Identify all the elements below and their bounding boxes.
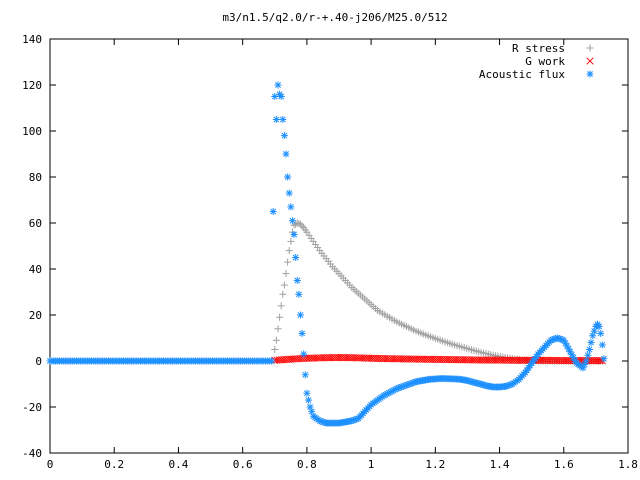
data-point xyxy=(292,254,300,261)
data-point xyxy=(279,116,287,123)
x-tick-label: 0 xyxy=(47,458,54,471)
data-point xyxy=(301,371,309,379)
y-tick-label: 140 xyxy=(22,33,42,46)
x-tick-label: 1 xyxy=(368,458,375,471)
x-tick-label: 1.6 xyxy=(554,458,574,471)
data-point xyxy=(280,281,288,289)
data-point xyxy=(295,290,303,298)
data-point xyxy=(268,357,276,365)
series-g-work xyxy=(271,353,606,365)
plot-frame xyxy=(49,38,629,454)
data-point xyxy=(282,270,290,278)
data-point xyxy=(287,203,295,211)
y-tick-label: -20 xyxy=(22,401,42,414)
data-point xyxy=(288,217,296,225)
chart-title: m3/n1.5/q2.0/r-+.40-j206/M25.0/512 xyxy=(222,11,447,24)
data-point xyxy=(600,355,608,363)
y-tick-label: 80 xyxy=(29,171,42,184)
data-point xyxy=(296,220,304,228)
data-point xyxy=(271,346,279,353)
y-tick-label: -40 xyxy=(22,447,42,460)
data-point xyxy=(300,350,308,358)
x-tick-label: 0.4 xyxy=(169,458,189,471)
legend-label: Acoustic flux xyxy=(479,68,565,81)
data-point xyxy=(296,311,304,319)
y-tick-label: 0 xyxy=(35,355,42,368)
x-tick-label: 0.2 xyxy=(104,458,124,471)
legend-label: R stress xyxy=(512,42,565,55)
data-point xyxy=(274,325,282,333)
y-tick-label: 100 xyxy=(22,125,42,138)
data-point xyxy=(274,81,282,89)
x-tick-label: 1.8 xyxy=(618,458,638,471)
data-point xyxy=(284,173,292,181)
legend-label: G work xyxy=(525,55,565,68)
data-point xyxy=(280,132,288,140)
y-axis: -40 -20 0 20 40 60 80 100 120 140 xyxy=(22,33,628,460)
data-point xyxy=(277,302,285,310)
x-tick-label: 1.4 xyxy=(490,458,510,471)
series-r-stress xyxy=(271,219,606,365)
data-point xyxy=(282,150,290,158)
series-acoustic-flux xyxy=(46,81,608,427)
data-point xyxy=(285,247,293,255)
data-point xyxy=(276,313,284,321)
data-point xyxy=(598,341,606,349)
data-point xyxy=(298,329,306,337)
data-point xyxy=(582,357,590,365)
data-point xyxy=(277,93,285,100)
data-point xyxy=(585,346,593,353)
data-point xyxy=(571,356,579,364)
y-tick-label: 120 xyxy=(22,79,42,92)
y-tick-label: 60 xyxy=(29,217,42,230)
series-layer xyxy=(46,81,608,427)
data-point xyxy=(284,258,292,266)
data-point xyxy=(587,339,595,347)
y-tick-label: 20 xyxy=(29,309,42,322)
data-point xyxy=(595,323,603,330)
data-point xyxy=(285,189,293,197)
data-point xyxy=(279,290,287,298)
data-point xyxy=(287,237,295,245)
legend-marker xyxy=(586,57,594,65)
data-point xyxy=(303,389,311,397)
data-point xyxy=(290,231,298,238)
x-axis: 0 0.2 0.4 0.6 0.8 1 1.2 1.4 1.6 1.8 xyxy=(47,39,638,471)
data-point xyxy=(269,208,277,215)
x-tick-label: 0.6 xyxy=(233,458,253,471)
data-point xyxy=(272,336,280,344)
data-point xyxy=(272,116,280,123)
data-point xyxy=(293,277,301,284)
data-point xyxy=(304,396,312,404)
legend-marker xyxy=(586,70,594,78)
x-tick-label: 1.2 xyxy=(425,458,445,471)
data-point xyxy=(597,329,605,337)
data-point xyxy=(584,351,592,359)
legend-marker xyxy=(586,44,594,52)
data-point xyxy=(298,222,306,230)
x-tick-label: 0.8 xyxy=(297,458,317,471)
y-tick-label: 40 xyxy=(29,263,42,276)
